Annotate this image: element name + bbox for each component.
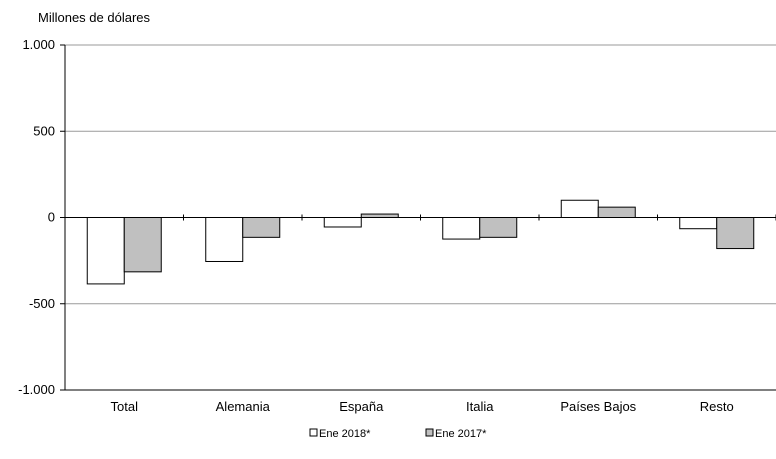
- bar-ene-2018-0: [86, 217, 125, 285]
- bar-ene-2018-3: [442, 217, 481, 240]
- legend-label: Ene 2018*: [319, 428, 371, 440]
- y-tick-label: 1.000: [22, 37, 55, 52]
- legend-swatch: [309, 428, 318, 437]
- bar-ene-2017-2: [360, 213, 399, 219]
- x-category-label: Resto: [700, 399, 734, 414]
- bar-ene-2017-4: [597, 206, 636, 218]
- axes: 1.000 500 0 -500 -1.000 Total Alemania España It…: [18, 37, 776, 414]
- bar-ene-2018-2: [323, 217, 362, 228]
- y-axis-label: Millones de dólares: [38, 10, 151, 25]
- grid-lines: [65, 44, 776, 305]
- bar-ene-2017-5: [716, 217, 755, 250]
- bar-ene-2018-5: [679, 217, 718, 230]
- bar-ene-2017-0: [123, 217, 162, 273]
- x-category-label: Alemania: [216, 399, 271, 414]
- bar-ene-2018-1: [205, 217, 244, 262]
- x-category-label: Italia: [466, 399, 494, 414]
- bar-ene-2018-4: [560, 199, 599, 218]
- y-tick-label: 500: [33, 123, 55, 138]
- bar-ene-2017-1: [242, 217, 281, 238]
- legend: Ene 2018* Ene 2017*: [309, 428, 487, 440]
- x-category-label: Países Bajos: [560, 399, 636, 414]
- x-category-label: Total: [111, 399, 139, 414]
- bars: [86, 199, 755, 285]
- legend-label: Ene 2017*: [435, 428, 487, 440]
- y-tick-label: -1.000: [18, 382, 55, 397]
- y-tick-label: 0: [48, 210, 55, 225]
- x-category-label: España: [339, 399, 384, 414]
- legend-swatch: [425, 428, 434, 437]
- y-tick-label: -500: [29, 296, 55, 311]
- bar-ene-2017-3: [479, 217, 518, 238]
